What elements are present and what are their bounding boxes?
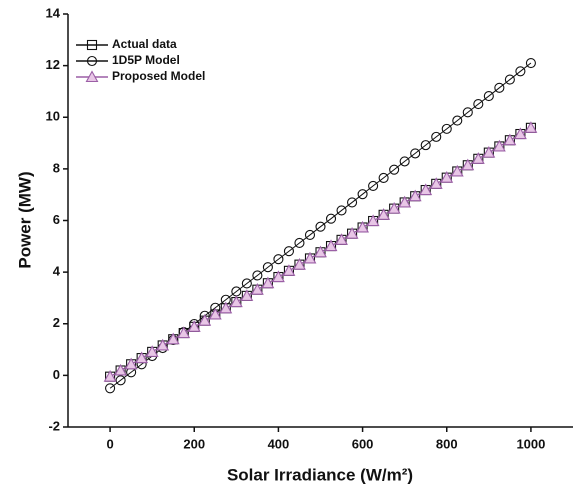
data-point: [378, 172, 389, 183]
data-point: [282, 264, 296, 276]
data-point: [368, 180, 379, 191]
data-point: [114, 363, 128, 376]
data-point: [473, 99, 484, 110]
data-point: [431, 131, 442, 142]
legend-label: Proposed Model: [112, 69, 205, 83]
data-point: [250, 283, 264, 295]
y-axis-label: Power (MW): [15, 171, 34, 268]
data-point: [293, 257, 306, 270]
data-point: [261, 276, 275, 289]
legend-marker: [85, 70, 99, 83]
x-tick-label: 0: [106, 436, 113, 451]
data-point: [229, 295, 243, 308]
data-point: [398, 195, 412, 208]
data-point: [483, 91, 494, 102]
y-tick-label: 12: [46, 57, 60, 72]
data-point: [325, 213, 337, 224]
data-point: [135, 351, 149, 364]
data-point: [377, 208, 391, 220]
data-point: [303, 251, 317, 264]
legend-label: Actual data: [112, 37, 177, 51]
data-point: [387, 201, 401, 214]
data-point: [219, 301, 233, 314]
data-point: [315, 221, 326, 232]
data-point: [336, 205, 347, 216]
x-tick-label: 600: [352, 436, 374, 451]
data-point: [115, 375, 126, 386]
data-point: [156, 338, 170, 351]
data-point: [420, 140, 431, 151]
data-point: [399, 156, 410, 167]
data-point: [252, 270, 263, 281]
y-tick-label: 2: [53, 315, 60, 330]
data-point: [503, 133, 517, 146]
data-point: [515, 66, 526, 77]
y-tick-label: -2: [48, 418, 60, 433]
data-point: [366, 214, 380, 227]
data-point: [410, 148, 421, 159]
x-tick-label: 200: [183, 436, 205, 451]
y-tick-label: 6: [53, 212, 60, 227]
data-point: [347, 197, 358, 208]
data-point: [145, 345, 159, 357]
y-tick-label: 10: [46, 109, 60, 124]
legend-marker: [86, 55, 98, 67]
data-point: [345, 227, 359, 239]
x-axis-label: Solar Irradiance (W/m²): [227, 465, 413, 484]
data-point: [357, 189, 368, 200]
data-point: [103, 370, 117, 382]
data-point: [304, 229, 316, 241]
data-point: [524, 121, 538, 133]
data-point: [471, 152, 485, 164]
y-tick-label: 14: [46, 5, 61, 20]
data-point: [525, 57, 536, 69]
data-point: [335, 233, 348, 245]
x-tick-label: 800: [436, 436, 458, 451]
data-point: [283, 246, 294, 257]
data-point: [187, 320, 201, 332]
data-point: [504, 74, 515, 85]
data-point: [462, 107, 473, 118]
data-point: [389, 164, 400, 175]
data-point: [494, 82, 505, 93]
data-point: [177, 326, 191, 339]
data-point: [492, 139, 506, 152]
data-point: [241, 278, 252, 289]
data-point: [450, 164, 464, 177]
data-point: [461, 158, 475, 171]
data-point: [513, 127, 527, 140]
data-point: [429, 177, 443, 189]
data-point: [105, 383, 116, 394]
data-point: [271, 270, 285, 283]
data-point: [441, 123, 452, 134]
data-point: [124, 357, 138, 370]
data-point: [294, 237, 305, 249]
data-point: [324, 239, 338, 252]
data-point: [198, 314, 212, 326]
data-point: [482, 145, 496, 158]
data-point: [440, 171, 454, 183]
y-tick-label: 8: [53, 160, 60, 175]
data-point: [166, 332, 180, 345]
data-point: [452, 115, 463, 126]
data-point: [408, 189, 422, 202]
data-point: [314, 245, 327, 258]
data-point: [356, 220, 370, 233]
y-tick-label: 0: [53, 367, 60, 382]
legend-label: 1D5P Model: [112, 53, 180, 67]
data-point: [273, 254, 284, 265]
data-point: [419, 183, 433, 196]
x-tick-label: 1000: [516, 436, 545, 451]
x-tick-label: 400: [268, 436, 290, 451]
legend-marker: [86, 39, 98, 51]
data-point: [208, 307, 222, 320]
data-point: [240, 289, 254, 301]
data-point: [262, 262, 273, 273]
y-tick-label: 4: [53, 264, 61, 279]
